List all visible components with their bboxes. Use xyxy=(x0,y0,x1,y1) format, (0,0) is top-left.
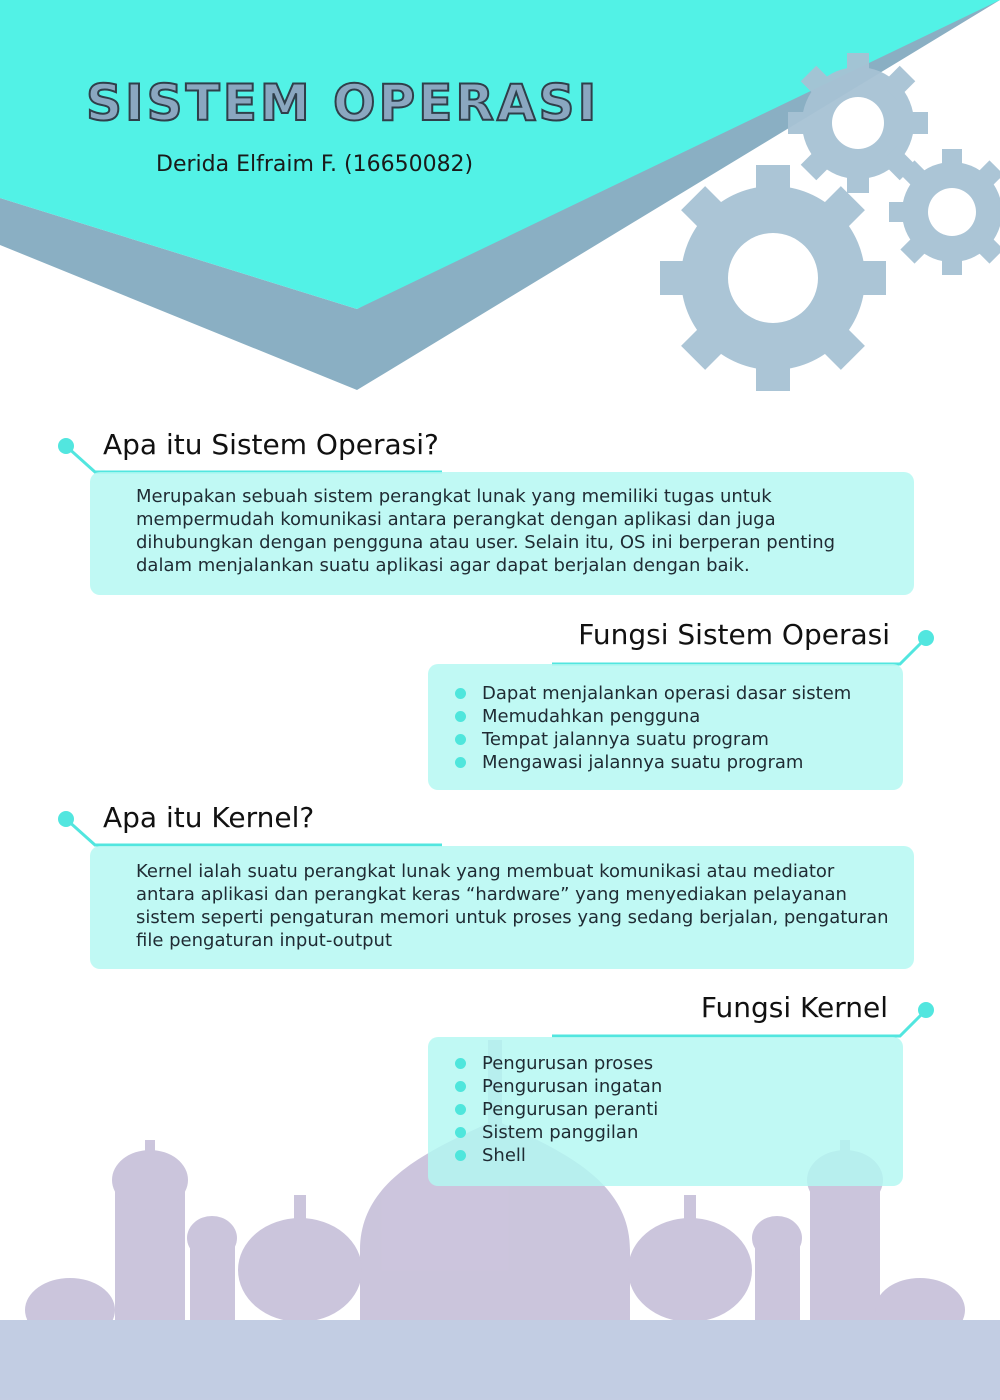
bullet-icon xyxy=(455,688,466,699)
fungsi-kernel-list: Pengurusan proses Pengurusan ingatan Pen… xyxy=(455,1052,893,1167)
gear-icon xyxy=(660,53,1000,391)
list-item: Sistem panggilan xyxy=(455,1121,893,1144)
list-item: Shell xyxy=(455,1144,893,1167)
bullet-icon xyxy=(455,734,466,745)
box-definition-os: Merupakan sebuah sistem perangkat lunak … xyxy=(90,472,914,595)
box-definition-kernel: Kernel ialah suatu perangkat lunak yang … xyxy=(90,846,914,969)
bullet-icon xyxy=(455,1058,466,1069)
list-item: Dapat menjalankan operasi dasar sistem xyxy=(455,682,893,705)
list-item: Pengurusan proses xyxy=(455,1052,893,1075)
connector-dots xyxy=(58,438,934,1018)
list-item: Mengawasi jalannya suatu program xyxy=(455,751,893,774)
box-fungsi-kernel: Pengurusan proses Pengurusan ingatan Pen… xyxy=(428,1037,903,1186)
bullet-icon xyxy=(455,1127,466,1138)
banner-cyan xyxy=(0,0,1000,309)
heading-apa-itu-kernel: Apa itu Kernel? xyxy=(103,801,315,834)
box-fungsi-os: Dapat menjalankan operasi dasar sistem M… xyxy=(428,664,903,790)
list-item: Pengurusan peranti xyxy=(455,1098,893,1121)
heading-fungsi-sistem-operasi: Fungsi Sistem Operasi xyxy=(578,618,890,651)
bullet-icon xyxy=(455,757,466,768)
page-title: SISTEM OPERASI xyxy=(85,74,600,132)
list-item: Memudahkan pengguna xyxy=(455,705,893,728)
list-item: Tempat jalannya suatu program xyxy=(455,728,893,751)
definition-os-text: Merupakan sebuah sistem perangkat lunak … xyxy=(136,486,836,576)
heading-apa-itu-sistem-operasi: Apa itu Sistem Operasi? xyxy=(103,428,439,461)
definition-kernel-text: Kernel ialah suatu perangkat lunak yang … xyxy=(136,861,889,951)
heading-fungsi-kernel: Fungsi Kernel xyxy=(700,991,888,1024)
bullet-icon xyxy=(455,1104,466,1115)
bullet-icon xyxy=(455,1081,466,1092)
bullet-icon xyxy=(455,711,466,722)
author-name: Derida Elfraim F. (16650082) xyxy=(156,152,474,177)
bullet-icon xyxy=(455,1150,466,1161)
list-item: Pengurusan ingatan xyxy=(455,1075,893,1098)
fungsi-os-list: Dapat menjalankan operasi dasar sistem M… xyxy=(455,682,893,774)
